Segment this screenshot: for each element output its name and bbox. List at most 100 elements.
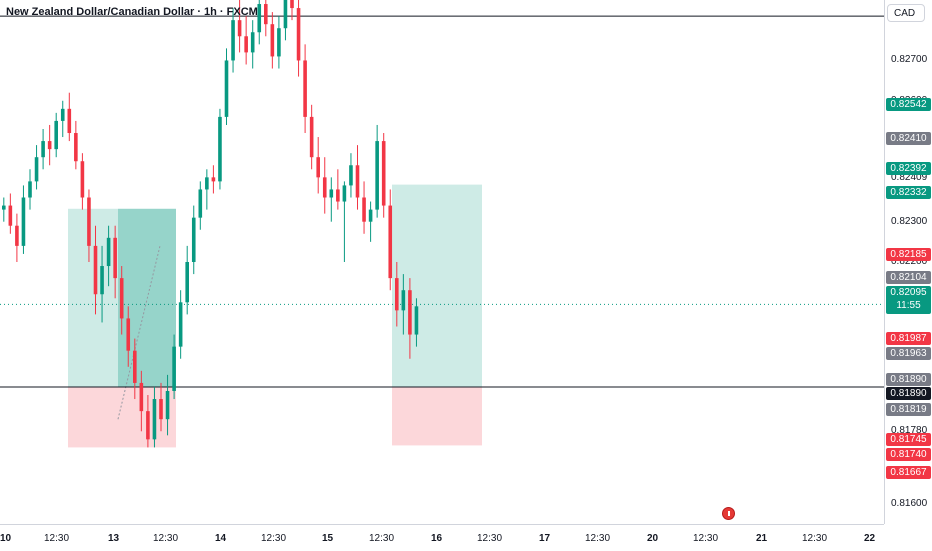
position-target-zone: [392, 184, 482, 387]
candle-body: [277, 28, 281, 57]
time-tick: 14: [215, 533, 227, 544]
candle-body: [60, 108, 65, 121]
candle-body: [191, 217, 196, 262]
time-tick: 20: [647, 533, 659, 544]
candle-body: [47, 141, 52, 150]
candle-body: [355, 165, 360, 198]
candle-body: [250, 32, 255, 53]
chart-area[interactable]: New Zealand Dollar/Canadian Dollar · 1h …: [0, 0, 884, 524]
candle-body: [178, 302, 183, 347]
price-tick: 0.81780: [891, 425, 928, 437]
candle-body: [34, 157, 39, 182]
countdown-label: 11:55: [896, 300, 921, 311]
price-label: 0.82332: [886, 186, 931, 199]
time-tick: 12:30: [802, 533, 828, 544]
candle-body: [231, 20, 235, 61]
candle-body: [100, 266, 104, 295]
candlestick-chart[interactable]: [0, 0, 884, 524]
candle-body: [414, 306, 419, 335]
candle-body: [408, 290, 412, 335]
candle-body: [316, 157, 320, 178]
candle-body: [67, 108, 72, 134]
candle-body: [218, 116, 222, 182]
candle-body: [205, 177, 209, 190]
candle-body: [21, 197, 26, 246]
economic-event-icon[interactable]: [722, 507, 735, 520]
candle-body: [74, 133, 78, 162]
candle-body: [2, 205, 6, 210]
price-tick: 0.82200: [891, 256, 928, 267]
price-label: 0.81819: [886, 403, 931, 416]
price-tick: 0.82409: [891, 171, 928, 183]
candle-body: [41, 141, 45, 158]
candle-body: [119, 278, 124, 319]
candle-body: [15, 225, 19, 246]
time-tick: 10: [0, 533, 12, 544]
candle-body: [198, 189, 203, 218]
price-label: 0.81740: [886, 448, 931, 461]
candle-body: [290, 0, 294, 9]
price-label: 0.81667: [886, 466, 931, 479]
candle-body: [165, 390, 170, 420]
price-axis[interactable]: 0.827000.826000.825000.824090.823000.822…: [884, 0, 932, 524]
price-label: 0.82095 11:55: [886, 286, 931, 314]
time-tick: 12:30: [369, 533, 395, 544]
candle-body: [296, 8, 301, 61]
time-tick: 17: [539, 533, 551, 544]
candle-body: [329, 189, 334, 198]
candle-body: [270, 24, 275, 57]
price-tick: 0.82700: [891, 54, 928, 66]
time-tick: 12:30: [261, 533, 287, 544]
candle-body: [146, 411, 150, 440]
price-tick: 0.81600: [891, 497, 928, 509]
time-tick: 16: [431, 533, 443, 544]
candle-body: [375, 141, 379, 210]
candle-body: [113, 237, 117, 279]
candle-body: [54, 120, 58, 150]
candle-body: [283, 0, 288, 29]
position-stop-zone: [392, 386, 482, 446]
time-tick: 12:30: [693, 533, 719, 544]
candle-body: [172, 346, 176, 391]
price-label: 0.81987: [886, 332, 931, 345]
candle-body: [342, 185, 347, 202]
time-axis[interactable]: 10 12:30 13 12:30 14 12:30 15 12:30 16 12:30 17 12:…: [0, 524, 884, 551]
candle-body: [395, 278, 399, 311]
trade-path-line: [117, 245, 161, 420]
candle-body: [388, 205, 393, 279]
candle-body: [80, 161, 85, 198]
price-label: 0.81890: [886, 373, 931, 386]
price-label: 0.81890: [886, 387, 931, 400]
price-label: 0.82542: [886, 98, 931, 111]
time-tick: 12:30: [585, 533, 611, 544]
time-tick: 12:30: [153, 533, 179, 544]
candle-body: [87, 197, 91, 246]
price-tick: 0.82300: [891, 215, 928, 227]
candle-body: [349, 165, 353, 186]
time-tick: 13: [108, 533, 120, 544]
candle-body: [185, 262, 189, 303]
price-label: 0.82410: [886, 132, 931, 145]
candle-body: [322, 177, 327, 198]
candle-body: [244, 36, 248, 53]
price-label: 0.82185: [886, 248, 931, 261]
time-tick: 12:30: [477, 533, 503, 544]
time-tick: 21: [756, 533, 768, 544]
candle-body: [336, 189, 340, 202]
time-tick: 15: [322, 533, 334, 544]
chart-title: New Zealand Dollar/Canadian Dollar · 1h …: [6, 6, 258, 18]
currency-selector[interactable]: CAD: [887, 4, 925, 22]
time-tick: 12:30: [44, 533, 70, 544]
candle-body: [303, 60, 307, 117]
candle-body: [257, 4, 262, 33]
candle-body: [106, 237, 111, 267]
candle-body: [224, 60, 229, 117]
candle-body: [28, 181, 32, 198]
position-stop-zone: [68, 386, 176, 448]
candle-body: [309, 116, 314, 158]
candle-body: [8, 205, 13, 226]
candle-body: [381, 141, 386, 206]
candle-body: [211, 177, 216, 182]
candle-body: [401, 290, 406, 311]
time-tick: 22: [864, 533, 876, 544]
